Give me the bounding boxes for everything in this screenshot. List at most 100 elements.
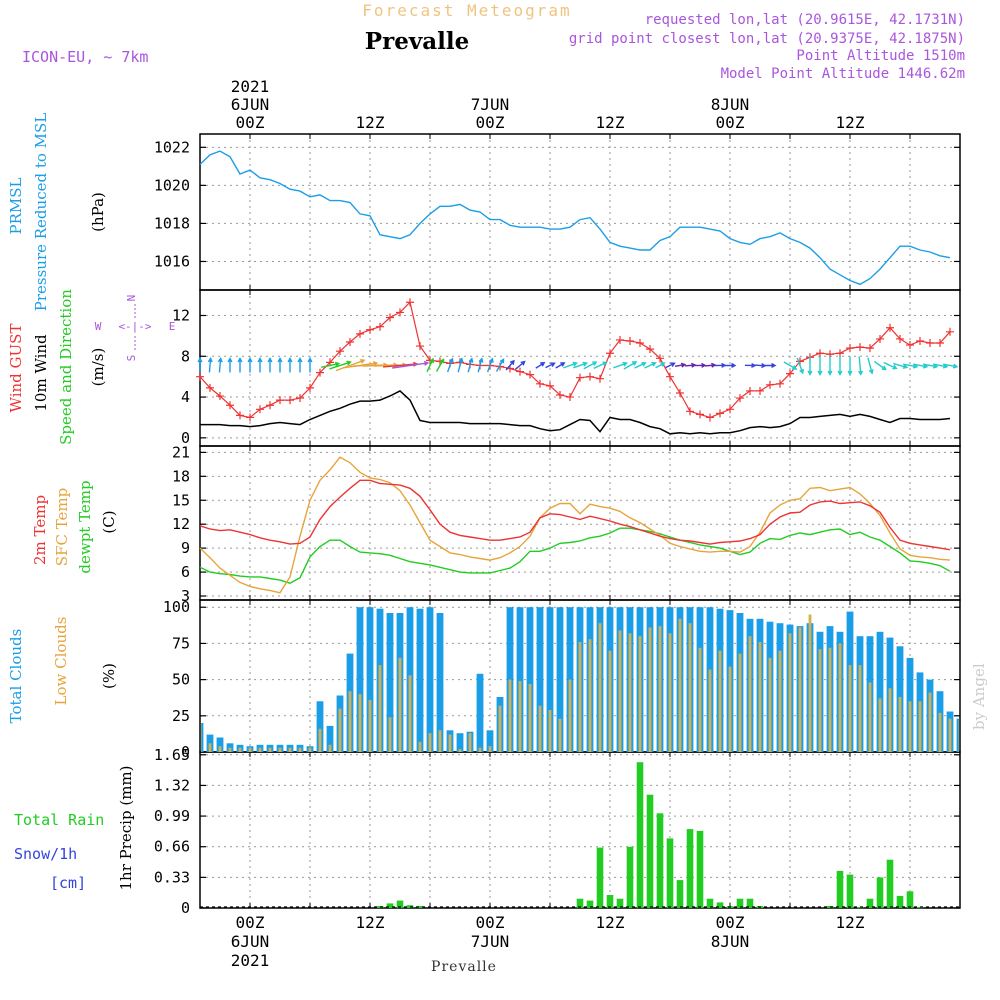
- pressure-line: [199, 150, 951, 286]
- total-cloud-bar: [216, 737, 224, 752]
- ylabel-pressure: Pressure Reduced to MSL: [32, 113, 50, 312]
- low-cloud-bar: [318, 728, 322, 752]
- y-tick-label: 0.99: [154, 807, 190, 825]
- wind-arrow: [467, 357, 474, 373]
- wind-arrow: [457, 357, 464, 373]
- gust-marker: [276, 396, 284, 405]
- low-cloud-bar: [708, 669, 712, 752]
- wind-arrow: [505, 359, 515, 371]
- wind-arrow: [446, 357, 454, 373]
- gust-marker: [346, 338, 354, 346]
- precip-bar: [386, 903, 394, 908]
- precip-bar: [416, 906, 424, 908]
- wind-arrow: [477, 357, 484, 373]
- gust-marker: [226, 401, 234, 410]
- point-altitude: Point Altitude 1510m: [796, 48, 965, 64]
- low-cloud-bar: [338, 708, 342, 752]
- low-cloud-bar: [298, 747, 302, 752]
- low-cloud-bar: [228, 747, 232, 752]
- y-tick-label: 15: [172, 491, 190, 509]
- wind-arrow: [744, 362, 757, 369]
- total-cloud-bar: [876, 631, 884, 752]
- wind-arrow: [297, 357, 303, 373]
- gust-marker: [366, 325, 374, 334]
- low-cloud-bar: [408, 675, 412, 752]
- gust-marker: [556, 391, 564, 400]
- wind-arrow: [217, 357, 223, 373]
- y-tick-label: 0: [181, 743, 190, 761]
- gust-marker: [926, 339, 934, 348]
- bottom-time-label: 00Z: [716, 913, 745, 932]
- y-tick-label: 50: [172, 671, 190, 689]
- bottom-time-label: 00Z: [476, 913, 505, 932]
- total-cloud-bar: [486, 730, 494, 752]
- low-cloud-bar: [368, 699, 372, 752]
- gust-marker: [716, 409, 724, 418]
- wind-arrow: [426, 357, 434, 373]
- wind-arrow: [754, 363, 767, 369]
- wind-arrow: [583, 361, 598, 370]
- low-cloud-bar: [568, 679, 572, 752]
- wind-arrow: [555, 362, 566, 369]
- gust-marker: [706, 413, 714, 422]
- low-cloud-bar: [288, 747, 292, 752]
- gust-marker: [306, 383, 314, 392]
- gust-marker: [256, 405, 264, 414]
- low-cloud-bar: [418, 741, 422, 752]
- low-cloud-bar: [858, 665, 862, 752]
- ylabel-gust: Wind GUST: [7, 324, 25, 413]
- wind-arrow: [287, 357, 293, 373]
- low-cloud-bar: [398, 657, 402, 752]
- gust-marker: [206, 383, 214, 392]
- bottom-time-label: 8JUN: [711, 932, 750, 951]
- gust-line: [199, 300, 951, 419]
- wind-arrow: [807, 356, 813, 376]
- y-tick-label: 1.65: [154, 746, 190, 764]
- requested-coords: requested lon,lat (20.9615E, 42.1731N): [645, 12, 965, 28]
- y-tick-label: 75: [172, 634, 190, 652]
- gust-marker: [886, 323, 894, 332]
- gust-marker: [676, 388, 684, 397]
- y-tick-label: 0.66: [154, 838, 190, 856]
- compass-w: W: [95, 320, 102, 333]
- gust-marker: [866, 344, 874, 353]
- gust-marker: [586, 372, 594, 381]
- ylabel-rain: Total Rain: [14, 811, 104, 829]
- wind-arrow: [684, 362, 697, 368]
- low-cloud-bar: [448, 734, 452, 752]
- wind-arrow: [883, 361, 898, 370]
- low-cloud-bar: [358, 694, 362, 752]
- low-cloud-bar: [258, 747, 262, 752]
- total-cloud-bar: [201, 723, 204, 752]
- gust-marker: [946, 327, 954, 336]
- wind-arrow: [796, 357, 804, 375]
- low-cloud-bar: [918, 701, 922, 752]
- low-cloud-bar: [798, 627, 802, 752]
- gust-marker: [516, 367, 524, 376]
- gust-marker: [216, 392, 224, 401]
- top-time-label: 7JUN: [471, 95, 510, 114]
- gust-marker: [776, 379, 784, 388]
- wind-arrow: [495, 358, 505, 372]
- gust-marker: [736, 394, 744, 403]
- bottom-time-label: 12Z: [356, 913, 385, 932]
- low-cloud-bar: [478, 747, 482, 752]
- low-cloud-bar: [718, 650, 722, 752]
- wind-arrow: [847, 356, 853, 376]
- low-cloud-bar: [888, 688, 892, 752]
- low-cloud-bar: [508, 679, 512, 752]
- low-cloud-bar: [748, 636, 752, 752]
- gust-marker: [536, 379, 544, 388]
- low-cloud-bar: [538, 705, 542, 752]
- y-tick-label: 0.33: [154, 868, 190, 886]
- wind-arrow: [613, 361, 628, 369]
- y-tick-label: 0: [181, 899, 190, 917]
- low-cloud-bar: [208, 743, 212, 752]
- model-label: ICON-EU, ~ 7km: [22, 48, 148, 66]
- gust-marker: [236, 411, 244, 420]
- y-tick-label: 18: [172, 467, 190, 485]
- total-cloud-bar: [326, 725, 334, 752]
- gust-marker: [416, 342, 424, 351]
- gust-marker: [686, 407, 694, 416]
- wind-arrow: [893, 362, 909, 369]
